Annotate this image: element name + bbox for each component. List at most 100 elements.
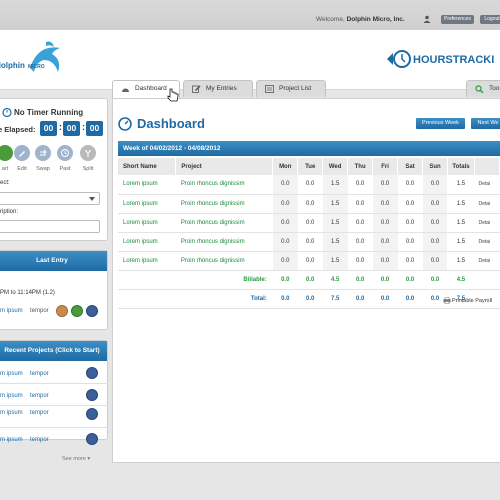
row-total-value: 1.5 [447, 251, 475, 271]
row-sun-value: 0.0 [422, 194, 448, 214]
table-row: Lorem ipsum Proin rhoncus dignissim 0.0 0.0… [118, 175, 500, 195]
billable-fri-value: 0.0 [372, 270, 398, 290]
column-header: Thu [347, 158, 374, 175]
next-week-button[interactable]: Next We [471, 118, 500, 129]
recent-project-row[interactable] [0, 362, 108, 384]
recent-project-task[interactable]: tempor [30, 437, 49, 443]
total-thu-value: 0.0 [347, 289, 373, 309]
recent-project-name[interactable]: m ipsum [0, 437, 23, 443]
row-short-name[interactable]: Lorem ipsum [118, 213, 176, 233]
row-fri-value: 0.0 [372, 175, 398, 195]
start-button[interactable] [0, 145, 13, 161]
row-fri-value: 0.0 [372, 232, 398, 252]
total-sun-value: 0.0 [422, 289, 448, 309]
row-short-name[interactable]: Lorem ipsum [118, 232, 176, 252]
row-details-link[interactable]: Detai [474, 232, 500, 252]
row-project[interactable]: Proin rhoncus dignissim [175, 213, 273, 233]
recent-project-row[interactable] [0, 384, 108, 406]
empty-cell [474, 289, 500, 309]
user-icon[interactable] [423, 15, 431, 23]
start-timer-clock-icon[interactable] [86, 433, 98, 445]
welcome-text: Welcome, Dolphin Micro, Inc. [316, 16, 405, 23]
previous-week-button[interactable]: Previous Week [416, 118, 465, 129]
recent-project-task[interactable]: tempor [30, 393, 49, 399]
recent-project-name[interactable]: m ipsum [0, 393, 23, 399]
row-mon-value: 0.0 [272, 213, 298, 233]
swap-button[interactable] [35, 145, 51, 161]
description-input[interactable] [0, 220, 100, 233]
start-timer-clock-icon[interactable] [86, 408, 98, 420]
split-button[interactable] [80, 145, 96, 161]
row-project[interactable]: Proin rhoncus dignissim [175, 194, 273, 214]
billable-mon-value: 0.0 [272, 270, 298, 290]
row-wed-value: 1.5 [322, 175, 348, 195]
last-entry-title: Last Entry [0, 251, 107, 271]
tab-dashboard[interactable]: Dashboard [112, 80, 180, 98]
recent-project-task[interactable]: tempor [30, 410, 49, 416]
column-header: Fri [372, 158, 399, 175]
see-more-link[interactable]: See more ▾ [62, 456, 90, 462]
row-details-link[interactable]: Detai [474, 194, 500, 214]
timesheet-table: Short Name Project Mon Tue Wed Thu Fri S… [118, 158, 500, 309]
resume-entry-icon[interactable] [71, 305, 83, 317]
row-details-link[interactable]: Detai [474, 251, 500, 271]
row-sun-value: 0.0 [422, 213, 448, 233]
printable-payroll-link[interactable]: Printable Payroll [452, 298, 493, 304]
row-sun-value: 0.0 [422, 175, 448, 195]
tab-my-entries[interactable]: My Entries [183, 80, 253, 97]
billable-tue-value: 0.0 [297, 270, 323, 290]
billable-total-value: 4.5 [447, 270, 475, 290]
row-short-name[interactable]: Lorem ipsum [118, 175, 176, 195]
tab-project-list[interactable]: Project List [256, 80, 326, 97]
row-mon-value: 0.0 [272, 251, 298, 271]
project-select[interactable] [0, 192, 100, 205]
total-fri-value: 0.0 [372, 289, 398, 309]
row-total-value: 1.5 [447, 194, 475, 214]
dashboard-gauge-icon [118, 117, 132, 131]
row-sun-value: 0.0 [422, 251, 448, 271]
page-title: Dashboard [137, 116, 205, 131]
column-header: Project [175, 158, 274, 175]
clock-icon[interactable] [86, 305, 98, 317]
start-label: art [1, 166, 9, 172]
column-header: Sun [422, 158, 448, 175]
edit-label: Edit [17, 166, 27, 172]
row-details-link[interactable]: Detai [474, 175, 500, 195]
recent-project-row[interactable] [0, 406, 108, 428]
preferences-button[interactable]: Preferences [441, 15, 474, 24]
row-fri-value: 0.0 [372, 251, 398, 271]
row-wed-value: 1.5 [322, 251, 348, 271]
start-timer-clock-icon[interactable] [86, 389, 98, 401]
edit-button[interactable] [14, 145, 30, 161]
recent-project-name[interactable]: m ipsum [0, 410, 23, 416]
edit-entry-icon[interactable] [56, 305, 68, 317]
total-total-value: 7.5 [447, 289, 475, 309]
billable-sun-value: 0.0 [422, 270, 448, 290]
row-thu-value: 0.0 [347, 251, 373, 271]
dolphin-micro-logo: dolphin MICRO [0, 41, 60, 72]
timer-colon: : [59, 122, 62, 132]
tab-tools[interactable]: Too [466, 80, 500, 97]
billable-row: Billable: 0.0 0.0 4.5 0.0 0.0 0.0 0.0 4.5 [118, 270, 500, 290]
past-button[interactable] [57, 145, 73, 161]
total-row: Total: 0.0 0.0 7.5 0.0 0.0 0.0 0.0 7.5 [118, 289, 500, 309]
recent-project-name[interactable]: m ipsum [0, 371, 23, 377]
column-header: Totals [447, 158, 475, 175]
timer-hours: 00 [40, 121, 57, 136]
row-project[interactable]: Proin rhoncus dignissim [175, 251, 273, 271]
top-bar: Welcome, Dolphin Micro, Inc. Preferences… [0, 0, 500, 30]
stopwatch-icon [2, 107, 12, 117]
logo-text-dolphin: dolphin [0, 61, 25, 70]
row-project[interactable]: Proin rhoncus dignissim [175, 232, 273, 252]
row-tue-value: 0.0 [297, 213, 323, 233]
start-timer-clock-icon[interactable] [86, 367, 98, 379]
recent-project-task[interactable]: tempor [30, 371, 49, 377]
row-thu-value: 0.0 [347, 213, 373, 233]
logout-button[interactable]: Logout [480, 15, 500, 24]
last-entry-project[interactable]: m ipsum [0, 308, 23, 314]
row-short-name[interactable]: Lorem ipsum [118, 194, 176, 214]
row-details-link[interactable]: Detai [474, 213, 500, 233]
row-project[interactable]: Proin rhoncus dignissim [175, 175, 273, 195]
row-short-name[interactable]: Lorem ipsum [118, 251, 176, 271]
printer-icon[interactable] [443, 297, 451, 304]
